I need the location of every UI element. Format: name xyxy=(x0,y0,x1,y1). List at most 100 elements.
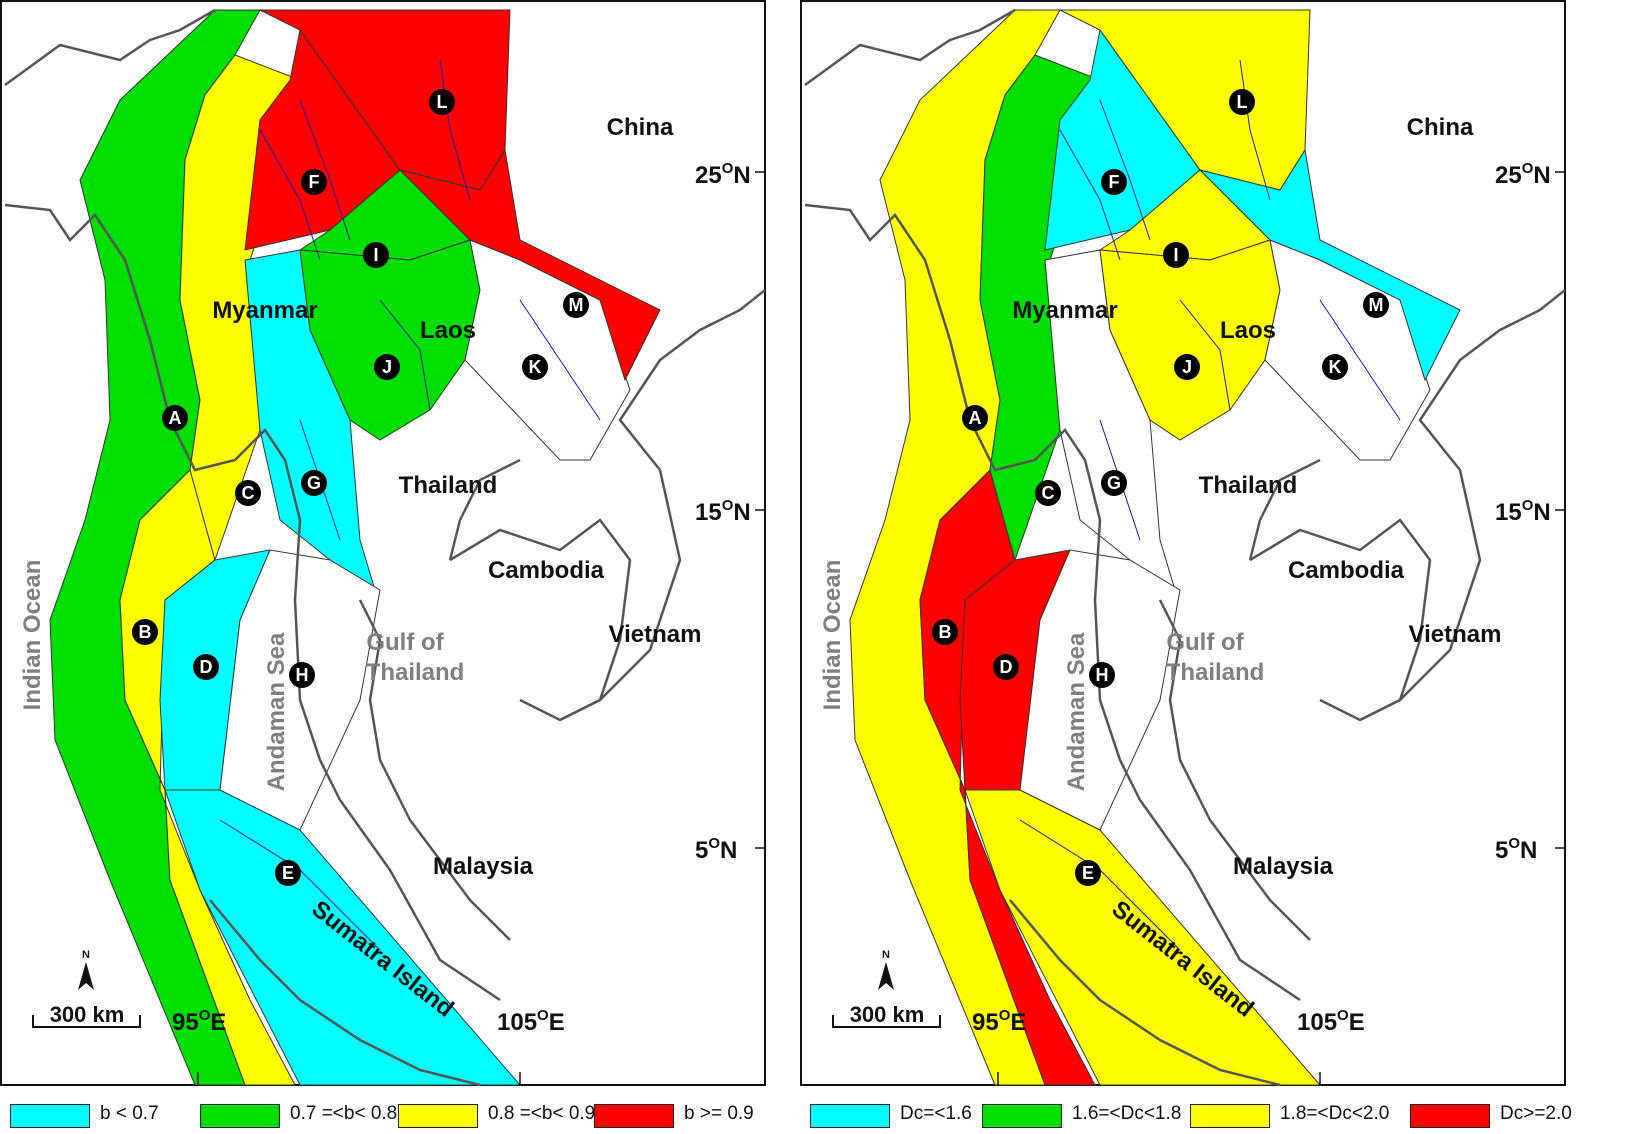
svg-text:M: M xyxy=(1369,295,1384,315)
svg-text:M: M xyxy=(569,295,584,315)
svg-text:300 km: 300 km xyxy=(850,1002,925,1027)
legend-swatch xyxy=(10,1104,90,1128)
marker-d: D xyxy=(993,654,1019,680)
zone-m xyxy=(398,148,661,382)
svg-text:300 km: 300 km xyxy=(50,1002,125,1027)
north-arrow-icon: N xyxy=(878,949,894,990)
dc-value-legend: Dc=<1.6 1.6=<Dc<1.8 1.8=<Dc<2.0 Dc>=2.0 xyxy=(810,1100,1580,1130)
marker-e: E xyxy=(1075,860,1101,886)
label-andaman-sea: Andaman Sea xyxy=(1063,632,1090,791)
label-gulf-line2: Thailand xyxy=(1166,659,1265,686)
label-china: China xyxy=(607,114,674,141)
label-cambodia: Cambodia xyxy=(488,557,605,584)
svg-text:K: K xyxy=(1329,357,1342,377)
marker-e: E xyxy=(275,860,301,886)
marker-k: K xyxy=(522,354,548,380)
label-gulf-line1: Gulf of xyxy=(366,629,444,656)
marker-h: H xyxy=(1089,662,1115,688)
legend-label: b >= 0.9 xyxy=(684,1103,754,1124)
svg-text:105OE: 105OE xyxy=(497,1007,565,1036)
legend-label: Dc=<1.6 xyxy=(900,1103,972,1124)
dc-value-map: China Myanmar Laos Thailand Cambodia Vie… xyxy=(800,0,1566,1087)
marker-i: I xyxy=(1163,242,1189,268)
label-thailand: Thailand xyxy=(399,472,498,499)
svg-text:C: C xyxy=(1042,483,1055,503)
lat-15-label: 15ON xyxy=(695,497,765,526)
svg-text:N: N xyxy=(82,949,90,961)
lat-15-label: 15ON xyxy=(1495,497,1565,526)
svg-text:I: I xyxy=(1173,245,1178,265)
zone-m xyxy=(1198,148,1461,382)
lat-25-label: 25ON xyxy=(695,160,765,189)
label-cambodia: Cambodia xyxy=(1288,557,1405,584)
legend-label: 0.7 =<b< 0.8 xyxy=(290,1103,398,1124)
label-myanmar: Myanmar xyxy=(1012,297,1117,324)
label-gulf-line2: Thailand xyxy=(366,659,465,686)
svg-text:D: D xyxy=(200,657,213,677)
scale-bar: 300 km xyxy=(832,1002,941,1028)
label-malaysia: Malaysia xyxy=(1233,853,1334,880)
marker-f: F xyxy=(1101,169,1127,195)
lon-105-label: 105OE xyxy=(497,1007,565,1085)
svg-text:K: K xyxy=(529,357,542,377)
dc-value-map-panel: China Myanmar Laos Thailand Cambodia Vie… xyxy=(800,0,1580,1134)
svg-text:A: A xyxy=(969,408,982,428)
label-andaman-sea: Andaman Sea xyxy=(263,632,290,791)
svg-text:J: J xyxy=(382,357,392,377)
marker-a: A xyxy=(962,405,988,431)
scale-bar: 300 km xyxy=(32,1002,141,1028)
svg-text:J: J xyxy=(1182,357,1192,377)
coastline xyxy=(4,8,766,1087)
svg-text:15ON: 15ON xyxy=(1495,497,1551,526)
svg-text:5ON: 5ON xyxy=(1495,835,1537,864)
marker-a: A xyxy=(162,405,188,431)
svg-text:25ON: 25ON xyxy=(695,160,751,189)
marker-h: H xyxy=(289,662,315,688)
marker-m: M xyxy=(1363,292,1389,318)
marker-g: G xyxy=(1101,470,1127,496)
label-laos: Laos xyxy=(420,317,476,344)
label-china: China xyxy=(1407,114,1474,141)
legend-swatch xyxy=(982,1104,1062,1128)
label-vietnam: Vietnam xyxy=(1409,621,1502,648)
legend-swatch xyxy=(1410,1104,1490,1128)
label-gulf-line1: Gulf of xyxy=(1166,629,1244,656)
svg-text:L: L xyxy=(1237,92,1248,112)
marker-k: K xyxy=(1322,354,1348,380)
svg-text:B: B xyxy=(939,622,952,642)
marker-i: I xyxy=(363,242,389,268)
svg-text:E: E xyxy=(1082,863,1094,883)
legend-label: 0.8 =<b< 0.9 xyxy=(488,1103,596,1124)
north-arrow-icon: N xyxy=(78,949,94,990)
b-value-map: China Myanmar Laos Thailand Cambodia Vie… xyxy=(0,0,766,1087)
lat-25-label: 25ON xyxy=(1495,160,1565,189)
svg-text:15ON: 15ON xyxy=(695,497,751,526)
svg-text:105OE: 105OE xyxy=(1297,1007,1365,1036)
zone-markers: A B C D E F G H I J K L M xyxy=(932,89,1389,886)
svg-text:95OE: 95OE xyxy=(972,1007,1026,1036)
legend-label: Dc>=2.0 xyxy=(1500,1103,1572,1124)
b-value-map-panel: China Myanmar Laos Thailand Cambodia Vie… xyxy=(0,0,780,1134)
zone-markers: A B C D E F G H I J K L M xyxy=(132,89,589,886)
marker-l: L xyxy=(1229,89,1255,115)
svg-text:H: H xyxy=(296,665,309,685)
lat-5-label: 5ON xyxy=(695,835,765,864)
lon-105-label: 105OE xyxy=(1297,1007,1365,1085)
b-value-legend: b < 0.7 0.7 =<b< 0.8 0.8 =<b< 0.9 b >= 0… xyxy=(10,1100,780,1130)
marker-c: C xyxy=(1035,480,1061,506)
svg-text:95OE: 95OE xyxy=(172,1007,226,1036)
legend-label: b < 0.7 xyxy=(100,1103,159,1124)
svg-text:A: A xyxy=(169,408,182,428)
label-myanmar: Myanmar xyxy=(212,297,317,324)
legend-swatch xyxy=(1190,1104,1270,1128)
marker-c: C xyxy=(235,480,261,506)
marker-j: J xyxy=(1174,354,1200,380)
svg-text:I: I xyxy=(373,245,378,265)
marker-b: B xyxy=(132,619,158,645)
svg-text:F: F xyxy=(1109,172,1120,192)
svg-text:G: G xyxy=(307,473,321,493)
label-vietnam: Vietnam xyxy=(609,621,702,648)
legend-swatch xyxy=(810,1104,890,1128)
svg-text:C: C xyxy=(242,483,255,503)
svg-text:B: B xyxy=(139,622,152,642)
